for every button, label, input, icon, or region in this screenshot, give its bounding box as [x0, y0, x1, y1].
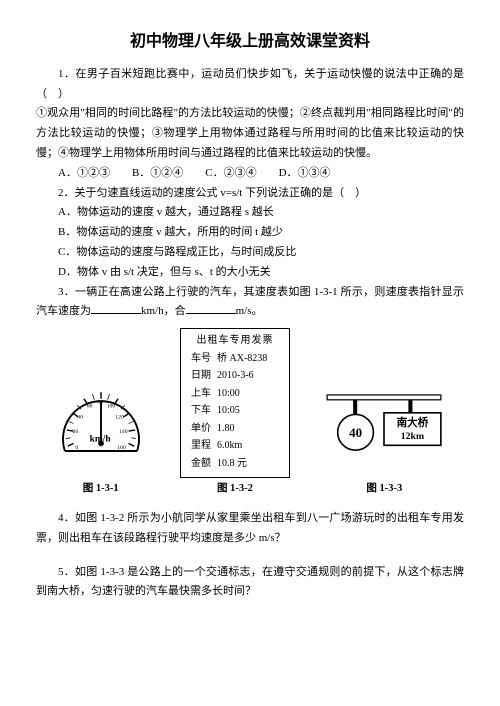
figure-1-3-1: 0 20 40 60 80 100 120 140 160 km/h 图 1-3… [51, 375, 151, 499]
q3-stem: 3．一辆正在高速公路上行驶的汽车，其速度表如图 1-3-1 所示，则速度表指针显… [36, 283, 464, 323]
speed-limit-text: 40 [349, 425, 362, 440]
receipt-value: 10:00 [215, 386, 269, 402]
q2-opt-c: C．物体运动的速度与路程成正比，与时间成反比 [36, 243, 464, 263]
svg-text:120: 120 [115, 415, 124, 421]
figure-1-3-3: 40 南大桥 12km 图 1-3-3 [319, 380, 449, 499]
receipt-label: 日期 [189, 368, 213, 384]
figure-row: 0 20 40 60 80 100 120 140 160 km/h 图 1-3… [36, 328, 464, 499]
receipt-value: 10.8 元 [215, 456, 269, 472]
speedometer-svg: 0 20 40 60 80 100 120 140 160 km/h [51, 375, 151, 470]
q3-unit2: m/s。 [236, 305, 263, 317]
receipt-label: 金额 [189, 456, 213, 472]
svg-text:40: 40 [77, 415, 83, 421]
fig3-caption: 图 1-3-3 [319, 480, 449, 499]
svg-text:20: 20 [72, 429, 78, 435]
receipt-value: 6.0km [215, 438, 269, 454]
q2-opt-d: D．物体 v 由 s/t 决定，但与 s、t 的大小无关 [36, 263, 464, 283]
sign-name-text: 南大桥 [397, 416, 429, 429]
receipt-label: 下车 [189, 403, 213, 419]
q1-stem: 1．在男子百米短跑比赛中，运动员们快步如飞，关于运动快慢的说法中正确的是（ ） [36, 65, 464, 105]
q2-opt-b: B．物体运动的速度 v 越大，所用的时间 t 越少 [36, 223, 464, 243]
q1-options: A．①②③ B．①②④ C．②③④ D．①③④ [36, 164, 464, 184]
receipt-value: 1.80 [215, 421, 269, 437]
figure-1-3-2: 出租车专用发票 车号桥 AX-8238 日期2010-3-6 上车10:00 下… [180, 328, 290, 499]
svg-text:100: 100 [106, 404, 115, 410]
receipt-label: 里程 [189, 438, 213, 454]
q2-stem: 2．关于匀速直线运动的速度公式 v=s/t 下列说法正确的是（ ） [36, 184, 464, 204]
receipt-value: 10:05 [215, 403, 269, 419]
svg-text:160: 160 [117, 445, 126, 451]
receipt-box: 出租车专用发票 车号桥 AX-8238 日期2010-3-6 上车10:00 下… [180, 328, 290, 478]
q3-unit1: km/h，合 [141, 305, 186, 317]
sign-dist-text: 12km [401, 431, 424, 442]
receipt-value: 桥 AX-8238 [215, 351, 269, 367]
receipt-label: 单价 [189, 421, 213, 437]
blank-kmh [91, 303, 141, 314]
q1-circled: ①观众用"相同的时间比路程"的方法比较运动的快慢；②终点裁判用"相同路程比时间"… [36, 104, 464, 163]
speedometer-unit: km/h [89, 435, 111, 445]
receipt-value: 2010-3-6 [215, 368, 269, 384]
q4-stem: 4．如图 1-3-2 所示为小航同学从家里乘坐出租车到八一广场游玩时的出租车专用… [36, 509, 464, 549]
blank-ms [186, 303, 236, 314]
svg-text:0: 0 [75, 445, 78, 451]
svg-text:60: 60 [86, 404, 92, 410]
q5-stem: 5．如图 1-3-3 是公路上的一个交通标志，在遵守交通规则的前提下，从这个标志… [36, 563, 464, 603]
fig1-caption: 图 1-3-1 [51, 480, 151, 499]
svg-text:140: 140 [119, 429, 128, 435]
receipt-title: 出租车专用发票 [187, 333, 283, 349]
q2-opt-a: A．物体运动的速度 v 越大，通过路程 s 越长 [36, 203, 464, 223]
receipt-label: 上车 [189, 386, 213, 402]
receipt-table: 车号桥 AX-8238 日期2010-3-6 上车10:00 下车10:05 单… [187, 349, 271, 474]
page-title: 初中物理八年级上册高效课堂资料 [36, 28, 464, 57]
spacer [36, 549, 464, 563]
road-sign-svg: 40 南大桥 12km [319, 380, 449, 470]
fig2-caption: 图 1-3-2 [180, 480, 290, 499]
receipt-label: 车号 [189, 351, 213, 367]
